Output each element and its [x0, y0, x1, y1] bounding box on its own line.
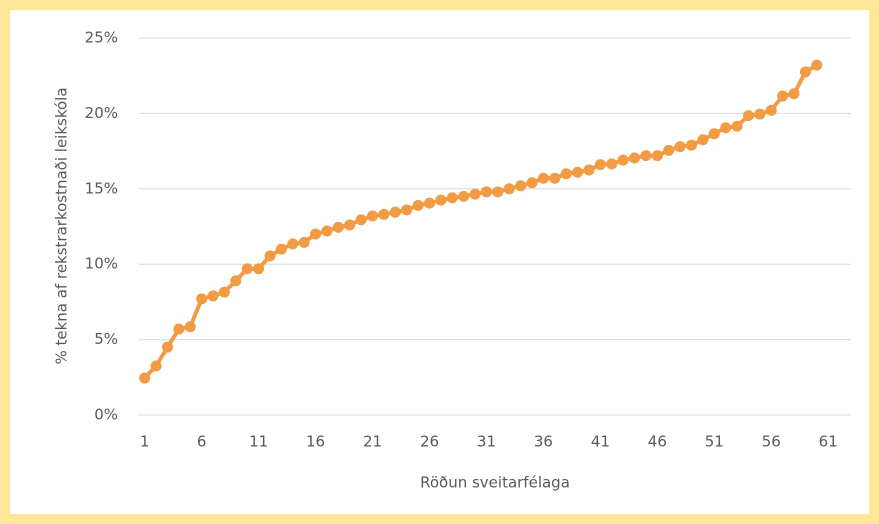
data-point: [788, 88, 800, 100]
data-point: [173, 323, 185, 335]
x-tick-label: 21: [363, 433, 382, 451]
data-point: [298, 236, 310, 248]
y-tick-label: 15%: [85, 179, 118, 197]
data-point: [640, 150, 652, 162]
data-point: [367, 210, 379, 222]
data-point: [207, 290, 219, 302]
data-point: [435, 194, 447, 206]
y-axis-label: % tekna af rekstrarkostnaði leikskóla: [53, 87, 71, 364]
data-point: [742, 110, 754, 122]
data-point: [777, 90, 789, 102]
data-point: [526, 177, 538, 189]
data-point: [196, 293, 208, 305]
data-point: [469, 188, 481, 200]
data-point: [651, 150, 663, 162]
data-point: [139, 372, 151, 384]
data-point: [241, 263, 253, 275]
y-tick-label: 10%: [85, 255, 118, 273]
y-tick-label: 5%: [94, 330, 118, 348]
x-tick-label: 31: [477, 433, 496, 451]
data-point: [412, 199, 424, 211]
data-point: [310, 228, 322, 240]
data-point: [720, 122, 732, 134]
data-point: [799, 66, 811, 78]
data-point: [332, 221, 344, 233]
data-point: [287, 238, 299, 250]
data-point: [161, 341, 173, 353]
data-point: [606, 158, 618, 170]
data-point: [765, 104, 777, 116]
x-tick-label: 36: [534, 433, 553, 451]
y-tick-label: 25%: [85, 29, 118, 47]
data-point: [617, 154, 629, 166]
data-point: [423, 197, 435, 209]
y-tick-label: 0%: [94, 406, 118, 424]
x-tick-label: 41: [591, 433, 610, 451]
data-point: [446, 192, 458, 204]
plot-background: [10, 10, 869, 514]
data-point: [230, 275, 242, 287]
data-point: [401, 204, 413, 216]
data-point: [184, 321, 196, 333]
data-point: [629, 152, 641, 164]
data-point: [321, 225, 333, 237]
data-point: [686, 139, 698, 151]
y-tick-label: 20%: [85, 104, 118, 122]
data-point: [150, 360, 162, 372]
data-point: [674, 141, 686, 153]
x-tick-label: 26: [420, 433, 439, 451]
x-tick-label: 6: [197, 433, 207, 451]
data-point: [594, 159, 606, 171]
data-point: [811, 59, 823, 71]
x-tick-label: 61: [819, 433, 838, 451]
data-point: [663, 144, 675, 156]
data-point: [708, 128, 720, 140]
data-point: [492, 186, 504, 198]
x-tick-label: 1: [140, 433, 150, 451]
data-point: [731, 120, 743, 132]
data-point: [480, 186, 492, 198]
data-point: [697, 134, 709, 146]
data-point: [515, 180, 527, 192]
x-tick-label: 56: [762, 433, 781, 451]
data-point: [355, 214, 367, 226]
data-point: [275, 243, 287, 255]
data-point: [389, 206, 401, 218]
data-point: [560, 168, 572, 180]
data-point: [754, 108, 766, 120]
data-point: [537, 172, 549, 184]
data-point: [572, 166, 584, 178]
x-tick-label: 46: [648, 433, 667, 451]
x-axis-label: Röðun sveitarfélaga: [420, 474, 570, 492]
data-point: [503, 183, 515, 195]
data-point: [253, 263, 265, 275]
x-tick-label: 51: [705, 433, 724, 451]
data-point: [378, 208, 390, 220]
x-tick-label: 16: [306, 433, 325, 451]
data-point: [583, 164, 595, 176]
data-point: [218, 286, 230, 298]
data-point: [264, 250, 276, 262]
data-point: [344, 219, 356, 231]
data-point: [549, 172, 561, 184]
data-point: [458, 190, 470, 202]
x-tick-label: 11: [249, 433, 268, 451]
